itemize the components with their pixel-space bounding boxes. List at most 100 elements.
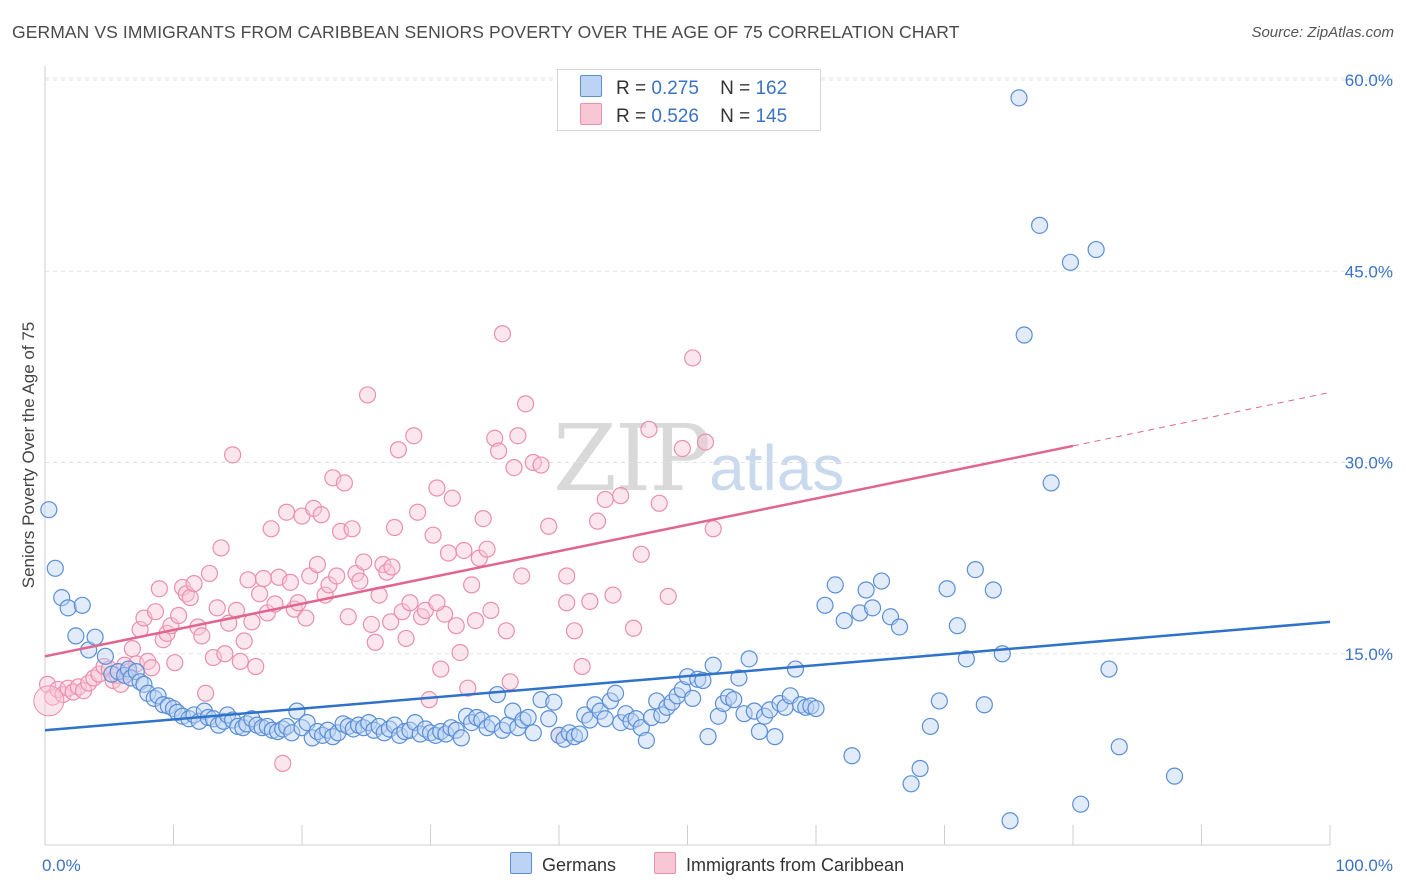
germans-point <box>288 702 306 720</box>
caribbean-point <box>38 675 57 693</box>
caribbean-point <box>540 517 558 535</box>
germans-point <box>67 627 85 645</box>
germans-point <box>835 611 853 630</box>
germans-point <box>545 693 563 711</box>
caribbean-point <box>235 632 253 650</box>
germans-point <box>930 692 948 710</box>
germans-point <box>709 707 727 725</box>
caribbean-point <box>443 489 461 507</box>
germans-point <box>826 576 844 594</box>
caribbean-point <box>482 601 500 620</box>
caribbean-point <box>428 479 446 497</box>
caribbean-point <box>274 754 292 773</box>
caribbean-point <box>123 640 141 658</box>
germans-point <box>1165 767 1184 785</box>
caribbean-point <box>239 571 257 589</box>
germans-point <box>632 719 650 737</box>
y-tick-label: 30.0% <box>1345 454 1393 473</box>
caribbean-point <box>227 601 246 620</box>
caribbean-point <box>612 487 630 505</box>
x-tick-label: 0.0% <box>42 856 81 875</box>
caribbean-point <box>193 627 211 645</box>
caribbean-point <box>565 622 584 640</box>
legend-n-label: N = <box>720 106 751 127</box>
watermark-zip: ZIP <box>553 405 711 512</box>
caribbean-point <box>459 679 477 697</box>
germans-point <box>766 728 784 746</box>
caribbean-point <box>254 569 273 588</box>
chart-title: GERMAN VS IMMIGRANTS FROM CARIBBEAN SENI… <box>12 22 960 42</box>
caribbean-point <box>704 520 722 538</box>
caribbean-point <box>632 545 650 563</box>
germans-point <box>127 662 145 681</box>
caribbean-point <box>146 603 165 621</box>
germans-point <box>843 747 861 765</box>
y-tick-label: 60.0% <box>1345 71 1393 90</box>
caribbean-point <box>166 654 184 672</box>
caribbean-point <box>558 594 576 612</box>
caribbean-point <box>573 657 591 676</box>
caribbean-point <box>486 429 504 447</box>
caribbean-point <box>420 691 438 709</box>
caribbean-point <box>463 576 481 594</box>
germans-point <box>59 599 77 617</box>
germans-point <box>86 628 104 646</box>
germans-point <box>463 713 481 732</box>
caribbean-point <box>200 564 219 583</box>
germans-point <box>524 724 542 742</box>
germans-point <box>902 775 920 793</box>
germans-point <box>921 717 939 736</box>
caribbean-point <box>409 503 427 521</box>
caribbean-point <box>224 446 242 464</box>
caribbean-point <box>250 585 269 603</box>
legend-r-label: R = <box>616 78 647 99</box>
caribbean-point <box>389 441 407 459</box>
caribbean-point <box>493 325 512 343</box>
germans-point <box>642 708 661 727</box>
caribbean-point <box>208 599 226 617</box>
caribbean-point <box>33 685 65 717</box>
caribbean-point <box>355 553 373 571</box>
caribbean-point <box>339 608 357 626</box>
caribbean-point <box>170 606 188 625</box>
germans-point <box>938 580 956 598</box>
caribbean-point <box>262 520 280 538</box>
germans-point <box>694 671 712 690</box>
caribbean-point <box>212 539 230 557</box>
caribbean-point <box>516 395 535 413</box>
germans-point <box>890 618 909 636</box>
y-tick-label: 15.0% <box>1345 645 1393 664</box>
legend-n-value: 145 <box>755 106 788 127</box>
caribbean-point <box>673 439 691 458</box>
germans-point <box>488 685 506 704</box>
legend-swatch-pink <box>580 103 602 125</box>
caribbean-point <box>640 420 658 438</box>
legend-n-label: N = <box>720 78 751 99</box>
germans-point <box>1010 89 1028 107</box>
germans-point <box>1001 812 1019 830</box>
germans-point <box>452 729 470 747</box>
germans-point <box>975 696 993 714</box>
germans-point <box>596 710 614 728</box>
caribbean-point <box>490 442 508 460</box>
caribbean-point <box>588 512 607 530</box>
legend-row-germans: R = 0.275 N = 162 <box>580 75 787 99</box>
caribbean-point <box>231 652 249 671</box>
caribbean-point <box>382 613 400 631</box>
legend-row-caribbean: R = 0.526 N = 145 <box>580 103 788 127</box>
germans-point <box>948 617 966 635</box>
germans-point <box>149 687 167 705</box>
caribbean-point <box>596 490 614 509</box>
germans-point <box>684 689 702 707</box>
germans-point <box>532 691 550 709</box>
caribbean-point <box>385 518 404 537</box>
germans-point <box>53 589 71 607</box>
germans-point <box>540 710 558 728</box>
germans-point <box>704 656 722 674</box>
caribbean-point <box>281 573 300 591</box>
caribbean-point <box>405 427 423 445</box>
germans-point <box>96 647 114 665</box>
watermark-atlas: atlas <box>709 432 845 504</box>
caribbean-point <box>197 684 215 702</box>
germans-point <box>1072 795 1090 813</box>
